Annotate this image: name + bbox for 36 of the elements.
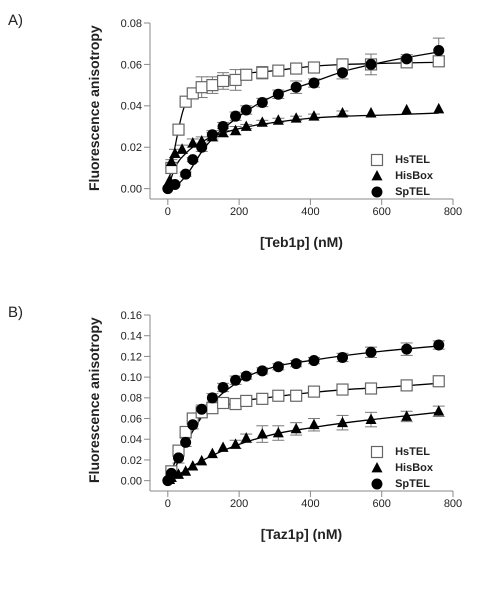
x-tick-label: 600 xyxy=(372,498,391,510)
x-tick-label: 400 xyxy=(301,206,320,218)
x-tick-label: 400 xyxy=(301,498,320,510)
x-tick-label: 800 xyxy=(444,498,462,510)
y-axis-title: Fluorescence anisotropy xyxy=(86,25,102,191)
y-tick-label: 0.06 xyxy=(120,413,142,426)
legend-label: SpTEL xyxy=(395,478,430,490)
x-tick-label: 200 xyxy=(230,498,248,510)
x-tick-label: 200 xyxy=(230,206,248,218)
y-tick-label: 0.08 xyxy=(120,18,142,30)
y-tick-label: 0.08 xyxy=(120,392,142,405)
x-tick-label: 600 xyxy=(372,206,391,218)
x-tick-label: 800 xyxy=(444,206,462,218)
legend-label: HsTEL xyxy=(395,446,430,458)
y-tick-label: 0.04 xyxy=(120,434,142,446)
y-tick-label: 0.06 xyxy=(120,59,142,72)
legend-label: SpTEL xyxy=(395,186,430,198)
y-tick-label: 0.10 xyxy=(120,372,142,384)
x-tick-label: 0 xyxy=(164,498,171,510)
y-tick-label: 0.04 xyxy=(120,100,142,113)
legend-label: HsTEL xyxy=(395,154,430,166)
text: A) xyxy=(8,12,23,29)
y-axis-title: Fluorescence anisotropy xyxy=(86,317,102,483)
y-tick-label: 0.14 xyxy=(120,330,142,343)
y-tick-label: 0.00 xyxy=(120,184,142,196)
y-tick-label: 0.02 xyxy=(120,142,142,154)
text: B) xyxy=(8,304,23,321)
x-tick-label: 0 xyxy=(164,206,171,218)
legend-label: HisBox xyxy=(395,462,433,474)
x-axis-title: [Teb1p] (nM) xyxy=(260,234,343,250)
legend-label: HisBox xyxy=(395,170,433,182)
x-axis-title: [Taz1p] (nM) xyxy=(260,526,342,542)
y-tick-label: 0.12 xyxy=(120,351,142,364)
y-tick-label: 0.00 xyxy=(120,476,142,488)
y-tick-label: 0.02 xyxy=(120,454,142,467)
y-tick-label: 0.16 xyxy=(120,310,142,322)
